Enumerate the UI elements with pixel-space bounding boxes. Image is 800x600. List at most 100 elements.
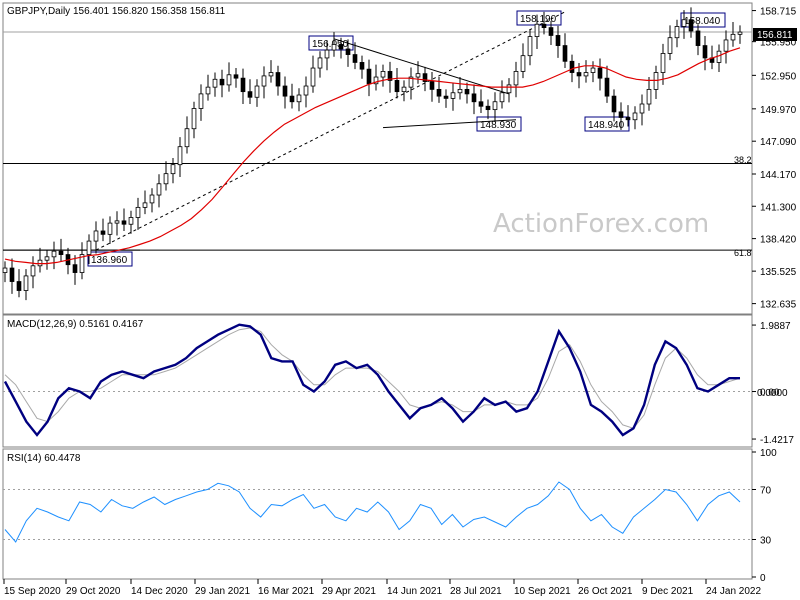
svg-text:136.960: 136.960 xyxy=(91,255,128,266)
rsi-panel-frame xyxy=(2,448,753,580)
candle-body xyxy=(37,259,43,267)
candle-body xyxy=(9,267,15,282)
candle-body xyxy=(219,78,225,86)
candle-body xyxy=(583,72,589,77)
candle-body xyxy=(625,117,631,121)
candle-body xyxy=(506,84,512,94)
macd-zero-label: 0.0000 xyxy=(757,388,788,399)
candle-body xyxy=(408,76,414,88)
rsi-line xyxy=(4,481,741,543)
triangle-upper-line xyxy=(333,38,510,95)
price-y-tick-label: 149.970 xyxy=(760,105,797,116)
x-tick-label: 10 Sep 2021 xyxy=(514,586,571,597)
rsi-header: RSI(14) 60.4478 xyxy=(7,453,81,464)
x-tick-label: 9 Dec 2021 xyxy=(642,586,694,597)
svg-text:148.940: 148.940 xyxy=(588,120,625,131)
macd-line xyxy=(3,323,740,437)
candle-body xyxy=(492,101,498,111)
candle-body xyxy=(261,75,267,87)
price-y-tick-label: 147.090 xyxy=(760,137,797,148)
candle-body xyxy=(534,23,540,37)
candle-body xyxy=(345,48,351,55)
candle-body xyxy=(240,77,246,93)
svg-text:158.040: 158.040 xyxy=(684,16,721,27)
price-header: GBPJPY,Daily 156.401 156.820 156.358 156… xyxy=(7,6,226,17)
candle-body xyxy=(142,202,148,208)
candle-body xyxy=(2,267,8,273)
price-y-tick-label: 152.950 xyxy=(760,71,797,82)
x-tick-label: 29 Jan 2021 xyxy=(195,586,250,597)
svg-text:148.930: 148.930 xyxy=(480,120,517,131)
candle-body xyxy=(226,74,232,86)
candle-body xyxy=(163,173,169,185)
candle-body xyxy=(135,206,141,218)
candle-body xyxy=(310,67,316,87)
candle-body xyxy=(471,93,477,103)
candle-body xyxy=(79,254,85,273)
candle-body xyxy=(702,45,708,59)
candle-body xyxy=(520,55,526,72)
candle-body xyxy=(352,54,358,63)
candle-body xyxy=(569,60,575,73)
dashed-trend-line xyxy=(95,11,566,251)
candle-body xyxy=(30,265,36,277)
candle-body xyxy=(590,67,596,73)
candle-body xyxy=(464,88,470,95)
candle-body xyxy=(380,71,386,78)
candle-body xyxy=(443,95,449,99)
candle-body xyxy=(611,95,617,113)
x-tick-label: 16 Mar 2021 xyxy=(258,586,315,597)
annotation-148940: 148.940 xyxy=(584,116,630,132)
candle-body xyxy=(212,78,218,88)
candle-body xyxy=(296,94,302,103)
candle-body xyxy=(667,37,673,54)
price-y-tick-label: 155.950 xyxy=(760,38,797,49)
candle-body xyxy=(730,33,736,41)
candle-body xyxy=(646,88,652,105)
candle-body xyxy=(548,27,554,36)
x-tick-label: 29 Apr 2021 xyxy=(322,586,376,597)
candle-body xyxy=(415,73,421,78)
candle-body xyxy=(394,80,400,93)
candle-body xyxy=(331,44,337,51)
candle-body xyxy=(282,85,288,97)
candle-body xyxy=(618,111,624,118)
candle-body xyxy=(107,222,113,235)
price-y-tick-label: 158.715 xyxy=(760,7,797,18)
price-y-tick-label: 141.300 xyxy=(760,202,797,213)
candle-body xyxy=(128,217,134,225)
candle-body xyxy=(401,86,407,93)
candle-body xyxy=(16,281,22,291)
current-price-label: 156.811 xyxy=(757,30,793,41)
candle-body xyxy=(660,53,666,73)
candle-body xyxy=(121,220,127,225)
candle-body xyxy=(366,68,372,85)
candle-body xyxy=(674,26,680,39)
candle-body xyxy=(478,101,484,107)
candle-body xyxy=(436,88,442,97)
candle-body xyxy=(513,71,519,86)
candle-body xyxy=(422,73,428,82)
candle-body xyxy=(639,103,645,114)
annotation-158190: 158.190 xyxy=(516,10,562,26)
x-tick-label: 28 Jul 2021 xyxy=(450,586,502,597)
macd-y-tick-label: 1.9887 xyxy=(760,321,791,332)
candle-body xyxy=(576,72,582,77)
price-y-tick-label: 132.635 xyxy=(760,300,797,311)
candle-body xyxy=(604,77,610,97)
candle-body xyxy=(632,112,638,121)
candle-body xyxy=(373,76,379,85)
candle-body xyxy=(562,45,568,62)
candle-body xyxy=(450,92,456,99)
candle-body xyxy=(597,67,603,79)
annotation-158040: 158.040 xyxy=(680,12,726,28)
candle-body xyxy=(86,240,92,255)
candle-body xyxy=(429,81,435,90)
x-tick-label: 14 Jun 2021 xyxy=(387,586,442,597)
triangle-lower-line xyxy=(382,119,517,129)
x-tick-label: 26 Oct 2021 xyxy=(578,586,633,597)
candle-body xyxy=(254,85,260,98)
candle-body xyxy=(156,183,162,196)
